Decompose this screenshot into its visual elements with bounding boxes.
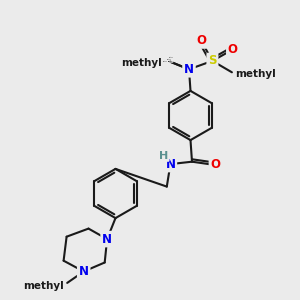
Text: H: H — [159, 151, 168, 161]
Text: methyl: methyl — [121, 58, 161, 68]
Text: N: N — [102, 232, 112, 246]
Text: methyl: methyl — [167, 59, 172, 60]
Text: N: N — [165, 158, 176, 171]
Text: methyl: methyl — [169, 57, 174, 58]
Text: methyl: methyl — [163, 61, 168, 62]
Text: O: O — [196, 34, 206, 47]
Text: O: O — [210, 158, 220, 171]
Text: N: N — [79, 265, 89, 278]
Text: methyl: methyl — [168, 61, 173, 62]
Text: S: S — [208, 54, 217, 68]
Text: N: N — [184, 63, 194, 76]
Text: O: O — [228, 43, 238, 56]
Text: methyl: methyl — [23, 281, 64, 291]
Text: methyl: methyl — [236, 69, 276, 79]
